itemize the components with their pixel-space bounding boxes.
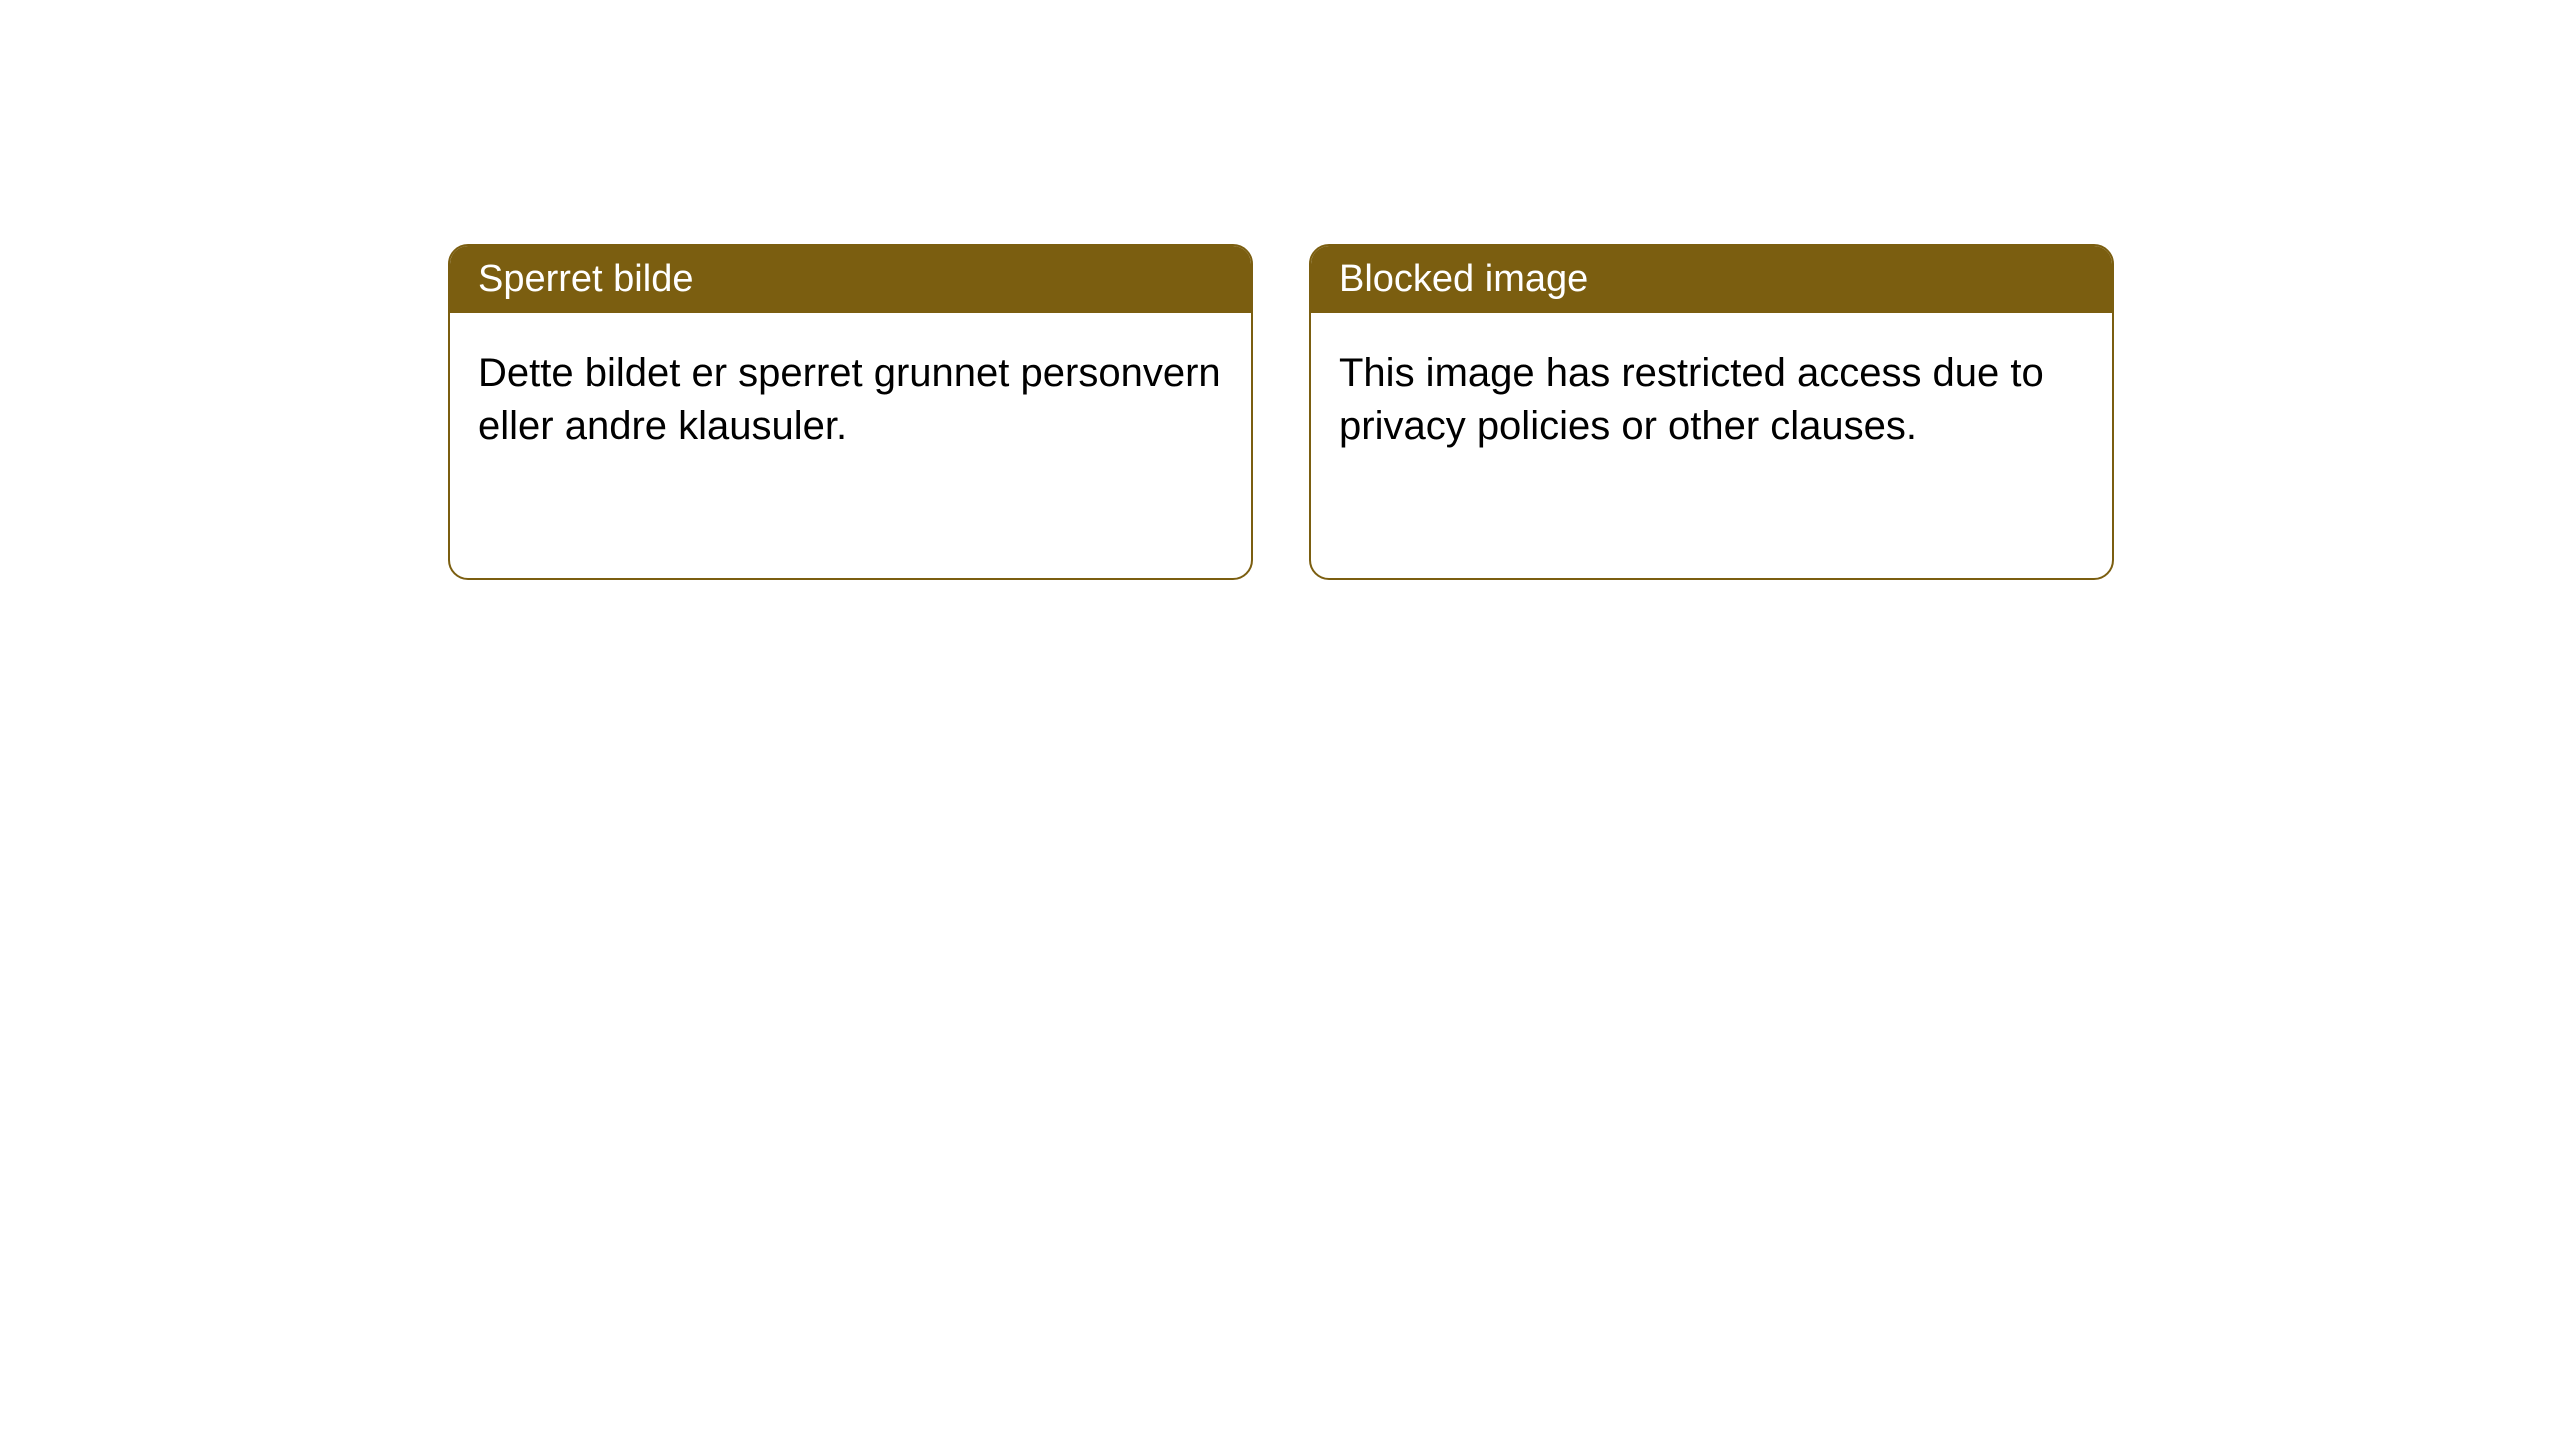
info-card-norwegian: Sperret bilde Dette bildet er sperret gr…: [448, 244, 1253, 580]
card-title: Sperret bilde: [478, 258, 693, 300]
info-card-english: Blocked image This image has restricted …: [1309, 244, 2114, 580]
card-header: Sperret bilde: [450, 246, 1251, 313]
card-body: Dette bildet er sperret grunnet personve…: [450, 313, 1251, 487]
card-body: This image has restricted access due to …: [1311, 313, 2112, 487]
info-cards-container: Sperret bilde Dette bildet er sperret gr…: [448, 244, 2114, 580]
card-body-text: Dette bildet er sperret grunnet personve…: [478, 351, 1221, 448]
card-header: Blocked image: [1311, 246, 2112, 313]
card-title: Blocked image: [1339, 258, 1588, 300]
card-body-text: This image has restricted access due to …: [1339, 351, 2044, 448]
